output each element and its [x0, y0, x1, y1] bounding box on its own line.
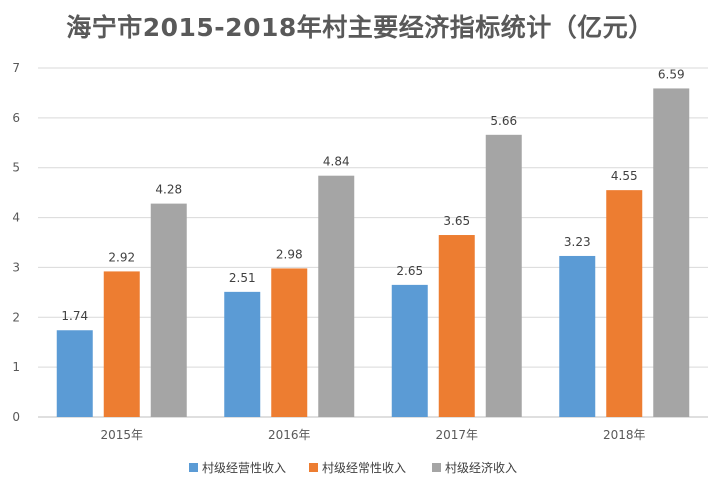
data-label: 4.55	[611, 169, 638, 183]
grid-lines	[38, 67, 708, 418]
data-label: 4.28	[155, 183, 182, 197]
x-axis-ticks: 2015年 2016年 2017年 2018年	[100, 428, 645, 442]
bar-2-2	[271, 268, 308, 417]
bar-2-4	[606, 190, 643, 417]
data-label: 2.98	[276, 247, 303, 261]
chart-title: 海宁市2015-2018年村主要经济指标统计（亿元）	[66, 13, 654, 42]
bar-1-4	[559, 255, 596, 417]
y-tick-label: 2	[12, 310, 20, 324]
data-label: 3.23	[564, 235, 591, 249]
data-label: 2.65	[396, 264, 423, 278]
bar-3-2	[318, 175, 355, 417]
data-label: 5.66	[490, 114, 517, 128]
legend-label: 村级经常性收入	[322, 461, 406, 475]
bar-2-1	[103, 271, 140, 417]
legend: 村级经营性收入 村级经常性收入 村级经济收入	[189, 460, 517, 475]
data-label: 3.65	[443, 214, 470, 228]
bar-1-1	[56, 330, 93, 417]
y-tick-label: 1	[12, 360, 20, 374]
data-label: 4.84	[323, 155, 350, 169]
bar-3-4	[653, 88, 690, 417]
bar-1-2	[224, 291, 261, 417]
y-tick-label: 7	[12, 61, 20, 75]
y-axis-ticks: 0 1 2 3 4 5 6 7	[12, 61, 20, 424]
y-tick-label: 5	[12, 161, 20, 175]
legend-swatch	[309, 463, 318, 472]
data-labels: 1.74 2.92 4.28 2.51 2.98 4.84 2.65 3.65 5.66 3.23…	[61, 67, 684, 323]
x-tick-label: 2015年	[100, 428, 143, 442]
bar-3-1	[150, 203, 187, 417]
y-tick-label: 0	[12, 410, 20, 424]
bars	[56, 88, 690, 417]
data-label: 6.59	[658, 67, 685, 81]
x-tick-label: 2017年	[435, 428, 478, 442]
data-label: 2.51	[229, 271, 256, 285]
legend-label: 村级经营性收入	[202, 461, 286, 475]
bar-3-3	[485, 134, 522, 417]
bar-1-3	[391, 284, 428, 417]
legend-swatch	[432, 463, 441, 472]
data-label: 1.74	[61, 309, 88, 323]
bar-2-3	[438, 235, 475, 417]
y-tick-label: 3	[12, 260, 20, 274]
legend-swatch	[189, 463, 198, 472]
data-label: 2.92	[108, 250, 135, 264]
x-tick-label: 2016年	[268, 428, 311, 442]
x-tick-label: 2018年	[603, 428, 646, 442]
y-tick-label: 6	[12, 111, 20, 125]
legend-label: 村级经济收入	[445, 460, 517, 475]
y-tick-label: 4	[12, 211, 20, 225]
